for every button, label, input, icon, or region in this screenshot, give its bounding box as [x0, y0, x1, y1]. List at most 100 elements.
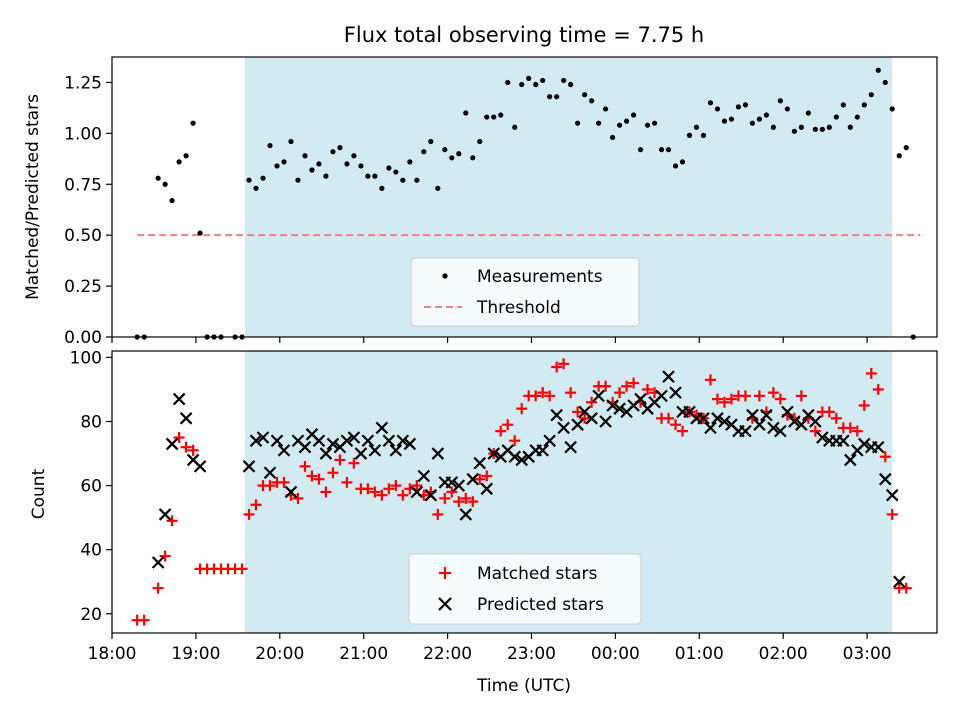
matched-star-point — [411, 480, 423, 492]
matched-star-point — [544, 390, 556, 402]
top-y-axis: 0.00 0.25 0.50 0.75 1.00 1.25 — [64, 73, 112, 348]
matched-star-point — [516, 403, 528, 415]
matched-star-point — [565, 387, 577, 399]
x-b — [892, 575, 906, 589]
x-b — [746, 408, 759, 422]
predicted-star-point — [459, 508, 473, 521]
x-b — [396, 434, 410, 448]
x-b — [536, 444, 549, 457]
measurement-point — [351, 153, 357, 159]
measurement-point — [183, 153, 189, 159]
measurement-point — [281, 159, 287, 165]
x-b — [368, 444, 382, 457]
measurement-point — [630, 112, 637, 118]
matched-star-point — [530, 390, 542, 402]
measurement-point — [337, 145, 343, 151]
matched-star-point — [795, 390, 807, 402]
predicted-star-point — [613, 402, 626, 415]
predicted-star-point — [564, 440, 577, 454]
measurement-point — [428, 138, 434, 145]
measurement-point — [463, 110, 469, 116]
measurement-point — [393, 169, 399, 175]
measurement-point — [623, 118, 630, 124]
predicted-star-point — [452, 479, 466, 492]
measurement-point — [575, 120, 581, 126]
x-b — [340, 434, 354, 448]
measurement-point — [316, 161, 322, 167]
measurement-point — [477, 138, 483, 145]
top-legend: Measurements Threshold — [410, 257, 640, 327]
matched-star-point — [369, 486, 381, 498]
measurement-point — [169, 197, 175, 204]
measurement-point — [470, 155, 476, 161]
measurement-point — [693, 124, 700, 130]
measurement-point — [603, 106, 609, 112]
legend-predicted-label: Predicted stars — [477, 595, 604, 615]
predicted-star-point — [892, 575, 906, 589]
x-tick-label: 00:00 — [591, 644, 640, 664]
x-b — [186, 453, 200, 467]
predicted-star-point — [669, 386, 682, 399]
measurement-point — [903, 145, 909, 151]
x-b — [410, 485, 424, 499]
x-b — [878, 472, 892, 486]
matched-star-point — [600, 380, 612, 392]
measurement-point — [358, 163, 364, 169]
matched-star-point — [250, 499, 262, 511]
x-b — [711, 412, 724, 425]
x-b — [249, 434, 263, 448]
predicted-star-point — [431, 447, 445, 460]
y-tick-label: 40 — [80, 541, 102, 561]
bottom-legend: Matched stars Predicted stars — [408, 553, 642, 625]
predicted-star-point — [151, 556, 165, 569]
x-b — [718, 415, 731, 428]
matched-star-point — [236, 563, 248, 575]
measurement-point — [749, 120, 756, 126]
matched-star-point — [830, 412, 842, 424]
measurement-point — [442, 147, 448, 153]
predicted-star-point — [655, 389, 668, 403]
measurement-point — [784, 106, 790, 112]
matched-star-point — [439, 492, 451, 504]
matched-star-point — [159, 550, 171, 562]
x-b — [319, 447, 333, 460]
x-b — [781, 405, 794, 419]
matched-star-point — [628, 377, 640, 389]
predicted-star-point — [697, 412, 710, 425]
x-b — [788, 415, 801, 428]
measurement-point — [274, 163, 280, 169]
measurement-point — [637, 147, 644, 153]
measurement-point — [840, 102, 846, 108]
x-b — [669, 386, 682, 399]
x-b — [165, 437, 179, 451]
matched-star-point — [467, 496, 479, 508]
x-b — [662, 370, 675, 383]
matched-star-point — [865, 367, 877, 379]
x-b — [725, 418, 738, 431]
x-b — [606, 399, 619, 412]
predicted-star-point — [788, 415, 801, 428]
measurement-point — [714, 106, 721, 112]
predicted-star-point — [767, 421, 780, 435]
measurement-point — [700, 132, 707, 138]
x-b — [858, 437, 871, 451]
x-b — [158, 508, 172, 521]
measurement-point — [868, 92, 874, 98]
measurement-point — [686, 132, 693, 138]
matched-star-point — [767, 387, 779, 399]
x-b — [760, 408, 773, 422]
measurement-point — [777, 98, 783, 104]
x-b — [564, 440, 577, 454]
x-b — [816, 431, 829, 444]
matched-star-point — [502, 419, 514, 431]
matched-star-point — [725, 393, 737, 405]
measurement-point — [365, 173, 371, 179]
measurement-point — [533, 81, 539, 88]
x-b — [487, 447, 501, 460]
measurement-point — [491, 114, 497, 120]
measurement-point — [344, 161, 350, 167]
x-b — [697, 412, 710, 425]
measurement-point — [421, 149, 427, 155]
predicted-star-point — [347, 431, 361, 444]
measurement-point — [742, 102, 749, 108]
